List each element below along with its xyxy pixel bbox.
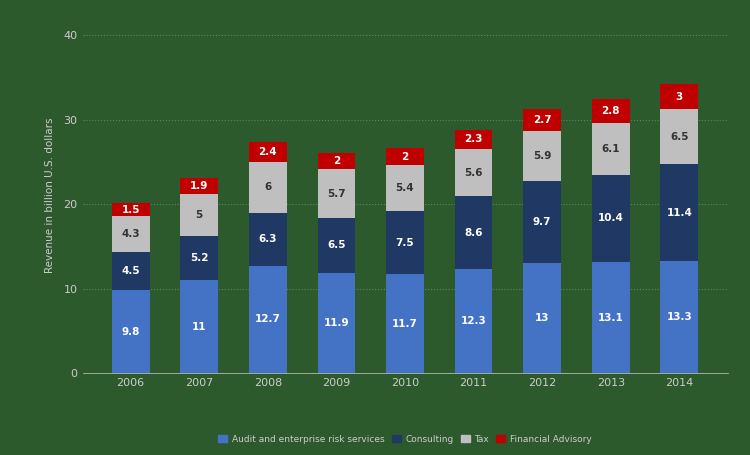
Bar [524,109,561,131]
Bar [181,236,218,280]
Bar [592,175,629,263]
Bar [454,130,493,149]
Bar [249,212,286,266]
Text: 5.9: 5.9 [533,152,551,162]
Bar [249,142,286,162]
Bar [454,149,493,197]
Text: 6.1: 6.1 [602,144,620,154]
Bar [524,131,561,181]
Bar [181,280,218,373]
Bar [112,216,149,252]
Text: 11.9: 11.9 [323,318,350,328]
Text: 6: 6 [264,182,272,192]
Text: 6.5: 6.5 [327,240,346,250]
Text: 3: 3 [676,92,683,102]
Bar [112,252,149,290]
Text: 6.3: 6.3 [259,234,277,244]
Text: 13.3: 13.3 [667,312,692,322]
Y-axis label: Revenue in billion U.S. dollars: Revenue in billion U.S. dollars [45,118,56,273]
Text: 2.4: 2.4 [259,147,278,157]
Text: 11.7: 11.7 [392,318,418,329]
Bar [317,152,356,169]
Text: 5.2: 5.2 [190,253,209,263]
Text: 12.7: 12.7 [255,314,280,324]
Text: 2.3: 2.3 [464,135,483,144]
Bar [317,273,356,373]
Bar [592,263,629,373]
Text: 5.6: 5.6 [464,168,483,178]
Text: 13.1: 13.1 [598,313,623,323]
Text: 7.5: 7.5 [396,238,414,248]
Text: 4.5: 4.5 [122,266,140,276]
Legend: Audit and enterprise risk services, Consulting, Tax, Financial Advisory: Audit and enterprise risk services, Cons… [216,432,594,447]
Bar [524,263,561,373]
Text: 6.5: 6.5 [670,132,688,142]
Bar [592,99,629,123]
Text: 5.7: 5.7 [327,188,346,198]
Bar [249,162,286,212]
Bar [386,211,424,274]
Bar [454,269,493,373]
Text: 9.7: 9.7 [533,217,551,227]
Bar [112,290,149,373]
Text: 8.6: 8.6 [464,228,483,238]
Bar [386,148,424,165]
Bar [181,194,218,236]
Text: 1.5: 1.5 [122,205,140,215]
Bar [454,197,493,269]
Bar [386,165,424,211]
Bar [317,169,356,217]
Text: 5.4: 5.4 [396,183,414,193]
Bar [592,123,629,175]
Text: 12.3: 12.3 [460,316,487,326]
Text: 1.9: 1.9 [190,181,209,191]
Text: 2: 2 [401,152,409,162]
Bar [661,164,698,261]
Text: 2: 2 [333,156,340,166]
Bar [524,181,561,263]
Text: 10.4: 10.4 [598,213,624,223]
Text: 5: 5 [196,210,203,220]
Text: 13: 13 [535,313,550,323]
Text: 2.7: 2.7 [532,115,551,125]
Text: 2.8: 2.8 [602,106,620,116]
Bar [317,217,356,273]
Bar [181,178,218,194]
Bar [112,203,149,216]
Text: 11: 11 [192,322,206,332]
Bar [661,84,698,110]
Bar [661,261,698,373]
Text: 11.4: 11.4 [667,207,692,217]
Bar [249,266,286,373]
Text: 4.3: 4.3 [122,229,140,239]
Bar [661,110,698,164]
Bar [386,274,424,373]
Text: 9.8: 9.8 [122,327,140,337]
